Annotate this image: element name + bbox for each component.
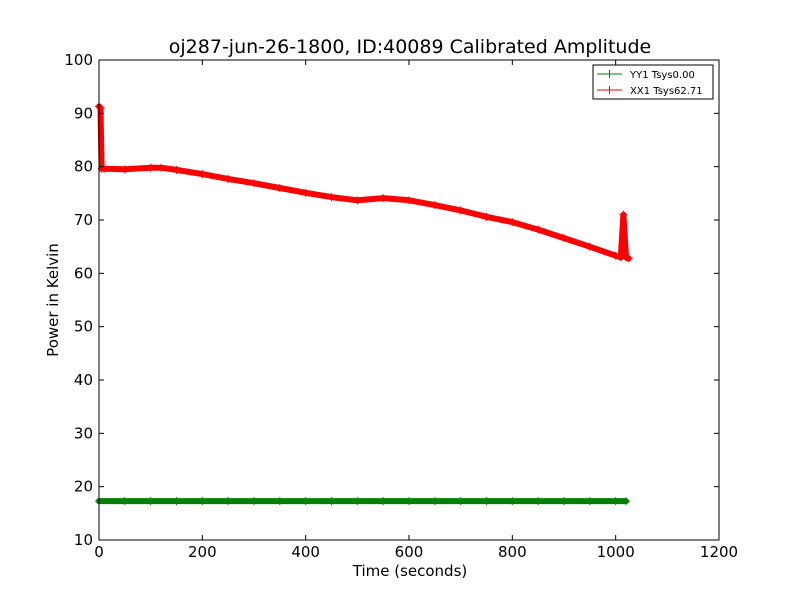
data-point xyxy=(560,234,568,243)
x-tick-label: 1200 xyxy=(700,543,738,561)
y-tick-label: 70 xyxy=(74,211,93,229)
legend-box xyxy=(592,64,714,100)
data-point xyxy=(405,196,413,205)
y-axis-label: Power in Kelvin xyxy=(44,243,62,357)
data-point xyxy=(224,174,233,183)
plot-area xyxy=(95,102,633,506)
plot-frame xyxy=(98,59,720,541)
data-point xyxy=(379,194,388,203)
y-tick-label: 50 xyxy=(74,318,93,336)
data-point xyxy=(585,242,594,251)
data-point xyxy=(120,165,129,174)
data-point xyxy=(250,179,258,188)
x-tick-label: 600 xyxy=(395,543,424,561)
y-tick-label: 80 xyxy=(74,158,93,176)
y-tick-label: 30 xyxy=(74,424,93,442)
data-point xyxy=(224,497,233,506)
y-tick-label: 100 xyxy=(64,51,93,69)
data-point xyxy=(430,201,439,210)
data-point xyxy=(619,210,628,219)
data-point xyxy=(275,497,284,506)
data-point xyxy=(96,104,105,112)
data-point xyxy=(120,497,129,506)
data-point xyxy=(508,497,517,506)
data-point xyxy=(508,218,517,227)
data-point xyxy=(585,497,594,506)
data-point xyxy=(275,184,284,192)
x-axis-label: Time (seconds) xyxy=(352,562,468,580)
data-point xyxy=(611,251,620,260)
x-tick-label: 200 xyxy=(188,543,217,561)
x-tick-label: 400 xyxy=(291,543,320,561)
data-point xyxy=(172,165,181,174)
data-point xyxy=(353,196,362,205)
data-point xyxy=(534,497,543,506)
y-tick-label: 10 xyxy=(74,531,93,549)
data-point xyxy=(100,164,109,173)
data-point xyxy=(327,497,336,506)
legend: YY1 Tsys0.00 XX1 Tsys62.71 xyxy=(592,64,714,100)
data-point xyxy=(482,497,491,506)
chart-title: oj287-jun-26-1800, ID:40089 Calibrated A… xyxy=(169,36,651,58)
data-point xyxy=(456,497,465,506)
x-tick-label: 800 xyxy=(498,543,527,561)
y-axis: 10 20 30 40 50 60 70 80 90 100 xyxy=(64,51,719,549)
x-axis: 0 200 400 600 800 1000 1200 xyxy=(94,60,738,561)
x-tick-label: 1000 xyxy=(597,543,635,561)
y-tick-label: 90 xyxy=(74,104,93,122)
y-tick-label: 60 xyxy=(74,264,93,282)
data-point xyxy=(198,497,207,506)
data-point xyxy=(157,163,165,172)
data-point xyxy=(560,497,568,506)
data-point xyxy=(482,212,491,221)
data-point xyxy=(327,193,336,202)
data-point xyxy=(379,497,388,506)
legend-label: YY1 Tsys0.00 xyxy=(629,70,695,81)
data-point xyxy=(198,170,207,179)
legend-label: XX1 Tsys62.71 xyxy=(630,86,703,97)
data-point xyxy=(250,497,258,506)
data-point xyxy=(301,188,310,197)
data-point xyxy=(353,497,362,506)
series-line-1 xyxy=(96,103,632,262)
data-point xyxy=(622,497,630,506)
data-point xyxy=(456,206,465,215)
y-tick-label: 20 xyxy=(74,478,93,496)
data-point xyxy=(301,497,310,506)
data-point xyxy=(405,497,413,506)
data-point xyxy=(534,225,543,234)
data-point xyxy=(146,497,155,506)
y-tick-label: 40 xyxy=(74,371,93,389)
x-tick-label: 0 xyxy=(94,543,104,561)
data-point xyxy=(611,497,620,506)
data-point xyxy=(624,254,633,263)
data-point xyxy=(430,497,439,506)
data-point xyxy=(146,163,155,172)
data-point xyxy=(172,497,181,506)
